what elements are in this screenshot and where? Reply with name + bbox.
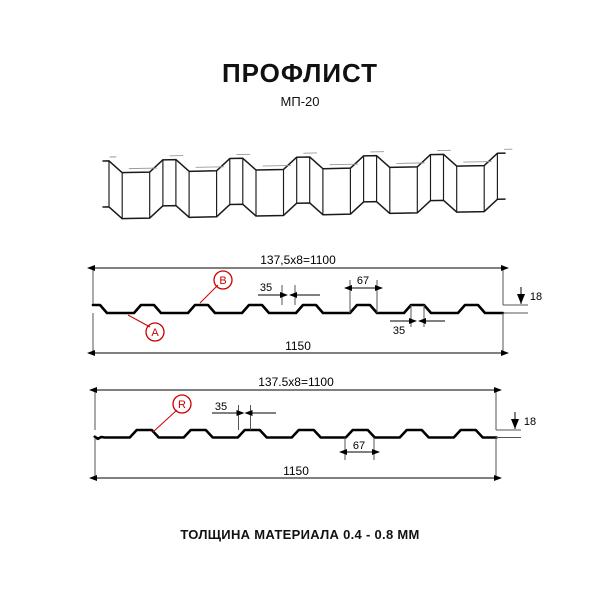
svg-text:18: 18 [530,291,542,303]
svg-text:B: B [219,275,226,287]
svg-text:1150: 1150 [283,464,309,478]
svg-text:67: 67 [353,440,365,452]
svg-text:1150: 1150 [285,339,311,353]
svg-text:18: 18 [524,416,536,428]
svg-text:35: 35 [260,282,272,294]
svg-text:A: A [151,327,159,339]
svg-text:35: 35 [215,401,227,413]
svg-text:137,5x8=1100: 137,5x8=1100 [260,253,336,267]
svg-text:R: R [178,399,186,411]
svg-text:67: 67 [357,275,369,287]
svg-text:137.5x8=1100: 137.5x8=1100 [258,375,334,389]
svg-text:35: 35 [393,325,405,337]
